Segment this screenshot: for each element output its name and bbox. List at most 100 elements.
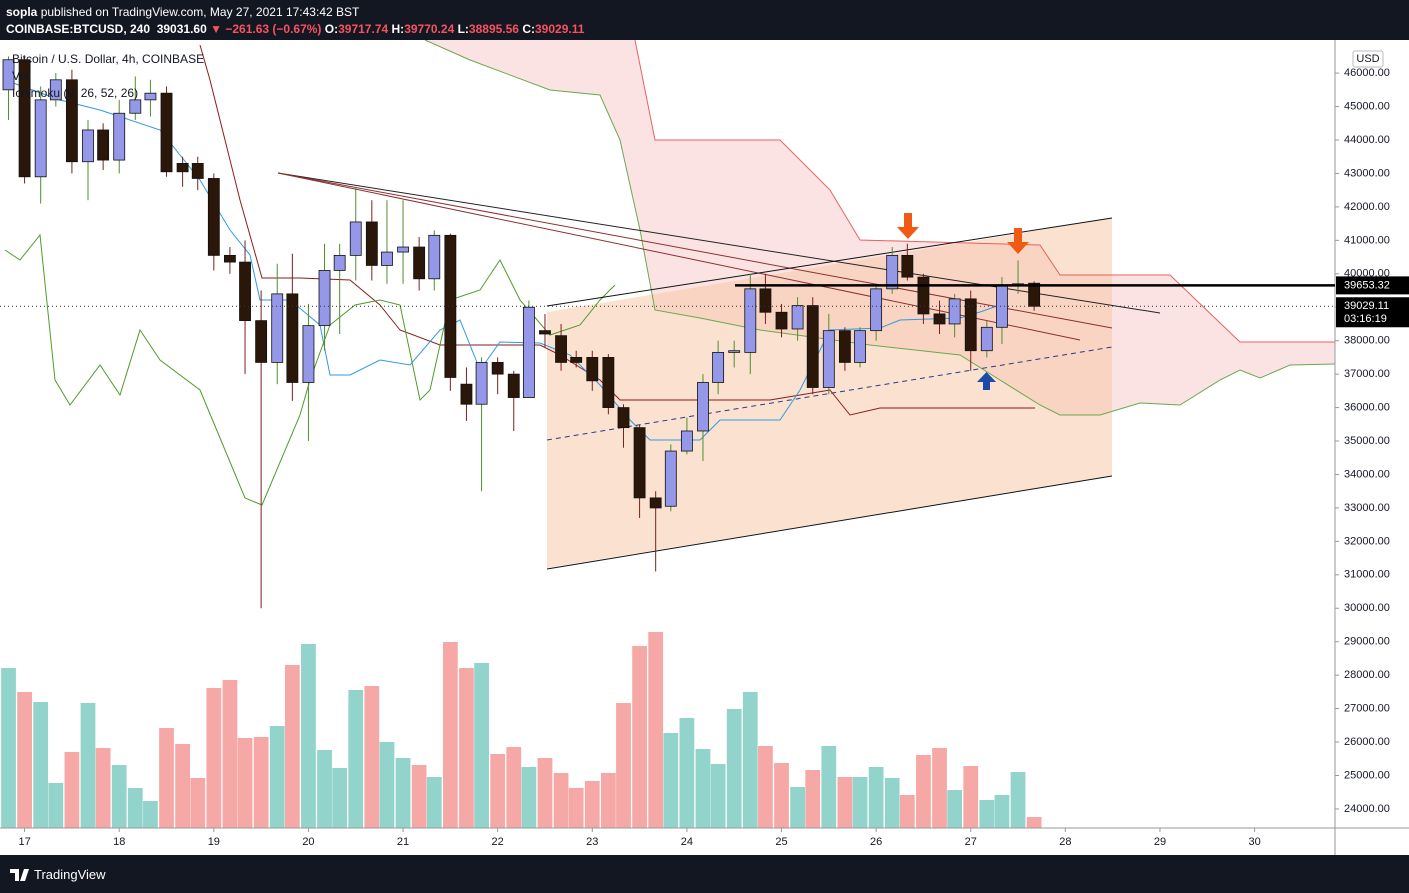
- candle-body: [460, 383, 473, 405]
- volume-bar: [663, 733, 679, 828]
- candle-body: [539, 330, 551, 335]
- candle-body: [97, 129, 110, 161]
- volume-bar: [474, 663, 489, 828]
- volume-bar: [442, 642, 458, 828]
- candle-body: [381, 251, 393, 266]
- volume-bar: [490, 754, 506, 828]
- y-tick-label: 45000.00: [1344, 100, 1390, 112]
- candle-body: [948, 298, 961, 325]
- volume-bar: [868, 767, 884, 828]
- volume-bar: [521, 767, 537, 828]
- footer-bar: TradingView: [0, 855, 1409, 893]
- y-tick-label: 27000.00: [1344, 703, 1390, 715]
- volume-bar: [506, 747, 522, 828]
- y-tick-label: 32000.00: [1344, 535, 1390, 547]
- symbol: COINBASE:BTCUSD, 240: [6, 22, 151, 36]
- volume-bar: [1, 668, 16, 828]
- volume-bar: [553, 773, 569, 828]
- volume-bar: [284, 665, 300, 828]
- candle-body: [980, 326, 993, 352]
- y-tick-label: 43000.00: [1344, 167, 1390, 179]
- candle-body: [759, 288, 772, 313]
- y-tick-label: 44000.00: [1344, 134, 1390, 146]
- candle-body: [822, 330, 835, 388]
- volume-bar: [17, 692, 32, 828]
- candle-body: [806, 305, 819, 388]
- volume-bar: [679, 718, 695, 828]
- candle-body: [586, 357, 599, 382]
- ohlc-1: 39770.24: [404, 22, 455, 36]
- candle-body: [917, 276, 930, 315]
- y-tick-label: 34000.00: [1344, 468, 1390, 480]
- candle-body: [286, 293, 299, 383]
- volume-bar: [742, 692, 758, 828]
- y-unit: USD: [1356, 53, 1379, 65]
- change: −261.63 (−0.67%): [225, 22, 322, 36]
- last-price-label: 39029.11: [1344, 300, 1389, 312]
- y-tick-label: 38000.00: [1344, 335, 1390, 347]
- candle-body: [49, 79, 62, 101]
- candle-body: [129, 99, 142, 114]
- x-tick-label: 30: [1248, 836, 1260, 848]
- volume-bar: [774, 763, 789, 828]
- trendline: [277, 172, 1161, 314]
- x-tick-label: 19: [208, 836, 220, 848]
- candle-body: [349, 221, 362, 256]
- candle-body: [239, 261, 251, 322]
- ohlc-3-label: C:: [522, 22, 535, 36]
- candle-body: [160, 92, 173, 173]
- drawings: [1, 40, 1335, 828]
- senkou-b: [634, 40, 1335, 343]
- volume-bar: [695, 749, 711, 828]
- candle-body: [271, 293, 284, 363]
- volume-bar: [332, 768, 348, 828]
- x-tick-label: 24: [681, 836, 693, 848]
- x-tick-label: 18: [113, 836, 125, 848]
- base-line: [199, 44, 1035, 416]
- x-tick-label: 26: [870, 836, 882, 848]
- volume-bar: [426, 777, 442, 828]
- candle-body: [775, 311, 788, 330]
- candle-body: [144, 92, 157, 101]
- x-tick-label: 25: [775, 836, 787, 848]
- volume-bar: [348, 690, 364, 828]
- candle-body: [602, 357, 615, 408]
- volume-bar: [932, 748, 947, 828]
- ohlc-0-label: O:: [324, 22, 339, 36]
- publish-line: sopla published on TradingView.com, May …: [6, 5, 359, 19]
- candle-body: [617, 407, 630, 429]
- logo: [10, 869, 29, 881]
- volume-bar: [159, 728, 174, 828]
- volume-bar: [537, 758, 553, 828]
- candle-body: [570, 357, 583, 363]
- y-tick-label: 24000.00: [1344, 803, 1390, 815]
- header-bar: sopla published on TradingView.com, May …: [0, 0, 1409, 40]
- candle-body: [649, 497, 662, 509]
- candle-body: [933, 313, 946, 325]
- candle-body: [870, 288, 883, 332]
- volume-bar: [175, 744, 190, 828]
- channel-fill: [547, 218, 1112, 568]
- ohlc-0: 39717.74: [338, 22, 389, 36]
- y-tick-label: 29000.00: [1344, 636, 1390, 648]
- volume-bar: [994, 795, 1010, 828]
- last: 39031.60: [156, 22, 207, 36]
- channel-lower: [546, 475, 1113, 570]
- candle-body: [113, 112, 126, 161]
- y-tick-label: 30000.00: [1344, 602, 1390, 614]
- ohlc-3: 39029.11: [535, 22, 585, 36]
- senkou-a: [424, 40, 1335, 416]
- volume-bar: [837, 777, 853, 828]
- ohlc-2-label: L:: [457, 22, 469, 36]
- down-arrow-mark: [1007, 228, 1029, 254]
- candle-body: [223, 254, 236, 263]
- volume-layer: [1, 632, 1042, 828]
- level-tag: [1336, 276, 1409, 295]
- volume-bar: [710, 764, 726, 828]
- candle-body: [633, 427, 646, 499]
- channel-mid: [546, 346, 1113, 441]
- candle-body: [1028, 282, 1041, 307]
- volume-bar: [395, 758, 411, 828]
- volume-bar: [1026, 817, 1042, 828]
- volume-bar: [1010, 772, 1026, 828]
